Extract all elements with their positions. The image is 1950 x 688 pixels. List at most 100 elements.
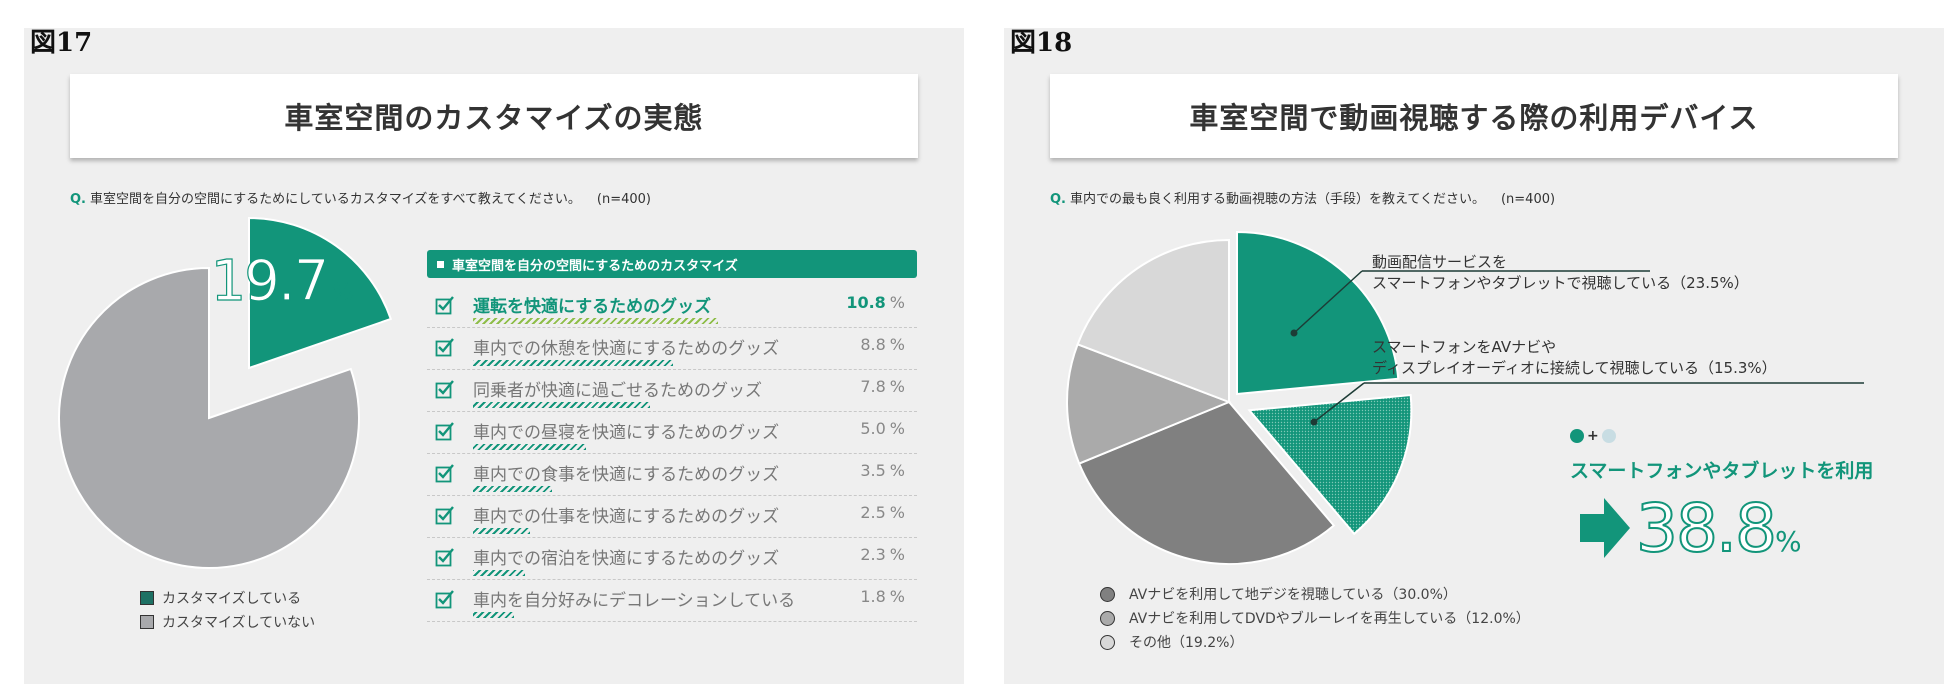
light-dot — [1601, 429, 1616, 443]
checkbox-icon — [435, 547, 455, 567]
sample-size: (n=400) — [596, 192, 651, 207]
legend-swatch — [140, 591, 154, 605]
percent-sign: % — [889, 545, 905, 564]
checkbox-icon — [435, 379, 455, 399]
list-item: 車内での仕事を快適にするためのグッズ 2.5% — [427, 495, 917, 538]
list-item-bar — [473, 360, 673, 366]
question-prefix: Q. — [70, 192, 86, 207]
pie-slice-customized — [248, 216, 393, 370]
customize-pie-chart: 19.7 % — [58, 216, 393, 569]
legend-item-terrestrial: AVナビを利用して地デジを視聴している（30.0%） — [1100, 584, 1457, 604]
percent-sign: % — [889, 503, 905, 522]
annotation-dot-2 — [1310, 418, 1318, 426]
figure-18-panel: 図18 車室空間で動画視聴する際の利用デバイス Q. 車内での最も良く利用する動画… — [1004, 28, 1944, 684]
checkbox-icon — [435, 589, 455, 609]
legend-swatch — [140, 615, 154, 629]
percent-sign: % — [889, 377, 905, 396]
combo-marker: + — [1570, 428, 1616, 444]
legend-label: AVナビを利用してDVDやブルーレイを再生している（12.0%） — [1129, 611, 1530, 627]
list-item-bar — [473, 528, 530, 534]
device-pie-chart — [1066, 230, 1864, 565]
list-item-value: 3.5% — [860, 461, 905, 480]
list-item-value: 7.8% — [860, 377, 905, 396]
list-item: 運転を快適にするためのグッズ 10.8% — [427, 285, 917, 328]
list-item: 車内での休憩を快適にするためのグッズ 8.8% — [427, 327, 917, 370]
combo-unit: % — [1774, 525, 1802, 558]
figure-title: 車室空間のカスタマイズの実態 — [70, 74, 918, 158]
pie-slice-terrestrial — [1077, 400, 1336, 565]
figure-label: 図18 — [1010, 28, 1073, 58]
pie-big-unit: % — [331, 278, 354, 306]
list-item: 同乗者が快適に過ごせるためのグッズ 7.8% — [427, 369, 917, 412]
annotation-1: 動画配信サービスを スマートフォンやタブレットで視聴している（23.5%） — [1372, 253, 1749, 292]
question-text: Q. 車室空間を自分の空間にするためにしているカスタマイズをすべて教えてください。… — [70, 188, 651, 207]
legend-label: AVナビを利用して地デジを視聴している（30.0%） — [1129, 587, 1457, 603]
percent-sign: % — [889, 335, 905, 354]
teal-dot — [1570, 429, 1584, 443]
list-item-value: 10.8% — [846, 293, 905, 312]
list-item: 車内での食事を快適にするためのグッズ 3.5% — [427, 453, 917, 496]
question-text: Q. 車内での最も良く利用する動画視聴の方法（手段）を教えてください。 (n=400… — [1050, 188, 1555, 207]
list-item-bar — [473, 444, 587, 450]
legend-dot — [1100, 610, 1115, 626]
combo-title: スマートフォンやタブレットを利用 — [1570, 460, 1874, 482]
list-item-bar — [473, 318, 718, 324]
list-item: 車内での宿泊を快適にするためのグッズ 2.3% — [427, 537, 917, 580]
checkbox-icon — [435, 463, 455, 483]
list-item-bar — [473, 402, 650, 408]
legend-label: カスタマイズしていない — [162, 615, 316, 631]
list-item-label: 車内での休憩を快適にするためのグッズ — [473, 339, 780, 359]
list-item-label: 運転を快適にするためのグッズ — [473, 297, 712, 317]
sample-size: (n=400) — [1500, 192, 1556, 207]
legend-label: カスタマイズしている — [162, 591, 302, 607]
list-item-value: 2.3% — [860, 545, 905, 564]
question-body: 車内での最も良く利用する動画視聴の方法（手段）を教えてください。 — [1070, 192, 1485, 207]
arrow-icon — [1580, 498, 1630, 558]
annotation-dot-1 — [1290, 329, 1298, 337]
pie-slice-streaming — [1236, 230, 1400, 396]
list-header-label: 車室空間を自分の空間にするためのカスタマイズ — [452, 258, 738, 274]
annotation-leader-2 — [1313, 382, 1365, 423]
figure-label: 図17 — [30, 28, 93, 58]
list-item-label: 車内での宿泊を快適にするためのグッズ — [473, 549, 780, 569]
list-item-label: 車内での食事を快適にするためのグッズ — [473, 465, 780, 485]
list-item-bar — [473, 570, 526, 576]
annotation-2: スマートフォンをAVナビや ディスプレイオーディオに接続して視聴している（15.… — [1372, 338, 1777, 377]
checkbox-icon — [435, 337, 455, 357]
list-item-bar — [473, 486, 553, 492]
legend-item-other: その他（19.2%） — [1100, 632, 1243, 652]
percent-sign: % — [889, 587, 905, 606]
list-item: 車内を自分好みにデコレーションしている 1.8% — [427, 579, 917, 622]
legend-dot — [1100, 586, 1115, 602]
percent-sign: % — [889, 293, 905, 312]
pie-slice-smartphone-connect — [1247, 393, 1413, 536]
list-header: 車室空間を自分の空間にするためのカスタマイズ — [427, 250, 917, 278]
pie-big-value: 19.7 — [211, 249, 328, 314]
list-item: 車内での昼寝を快適にするためのグッズ 5.0% — [427, 411, 917, 454]
list-item-bar — [473, 612, 514, 618]
annotation-leader-1 — [1293, 270, 1363, 334]
pie-slice-not-customized — [58, 266, 360, 569]
checkbox-icon — [435, 505, 455, 525]
list-item-value: 8.8% — [860, 335, 905, 354]
question-body: 車室空間を自分の空間にするためにしているカスタマイズをすべて教えてください。 — [90, 192, 581, 207]
list-item-label: 車内を自分好みにデコレーションしている — [473, 591, 796, 611]
plus-sign: + — [1587, 428, 1599, 444]
legend-label: その他（19.2%） — [1129, 635, 1244, 651]
list-item-value: 5.0% — [860, 419, 905, 438]
figure-title: 車室空間で動画視聴する際の利用デバイス — [1050, 74, 1898, 158]
legend-dot — [1100, 634, 1115, 650]
legend-item-dvd: AVナビを利用してDVDやブルーレイを再生している（12.0%） — [1100, 608, 1530, 628]
pie-slice-dvd — [1066, 342, 1232, 465]
pie-slice-other — [1076, 238, 1230, 404]
list-item-value: 1.8% — [860, 587, 905, 606]
checkbox-icon — [435, 421, 455, 441]
list-item-label: 同乗者が快適に過ごせるためのグッズ — [473, 381, 762, 401]
legend-item-not-customized: カスタマイズしていない — [140, 612, 315, 632]
list-item-label: 車内での仕事を快適にするためのグッズ — [473, 507, 780, 527]
checkbox-icon — [435, 295, 455, 315]
legend-item-customized: カスタマイズしている — [140, 588, 301, 608]
combo-value: 38.8% — [1635, 489, 1802, 568]
list-header-marker — [437, 260, 444, 268]
percent-sign: % — [889, 419, 905, 438]
